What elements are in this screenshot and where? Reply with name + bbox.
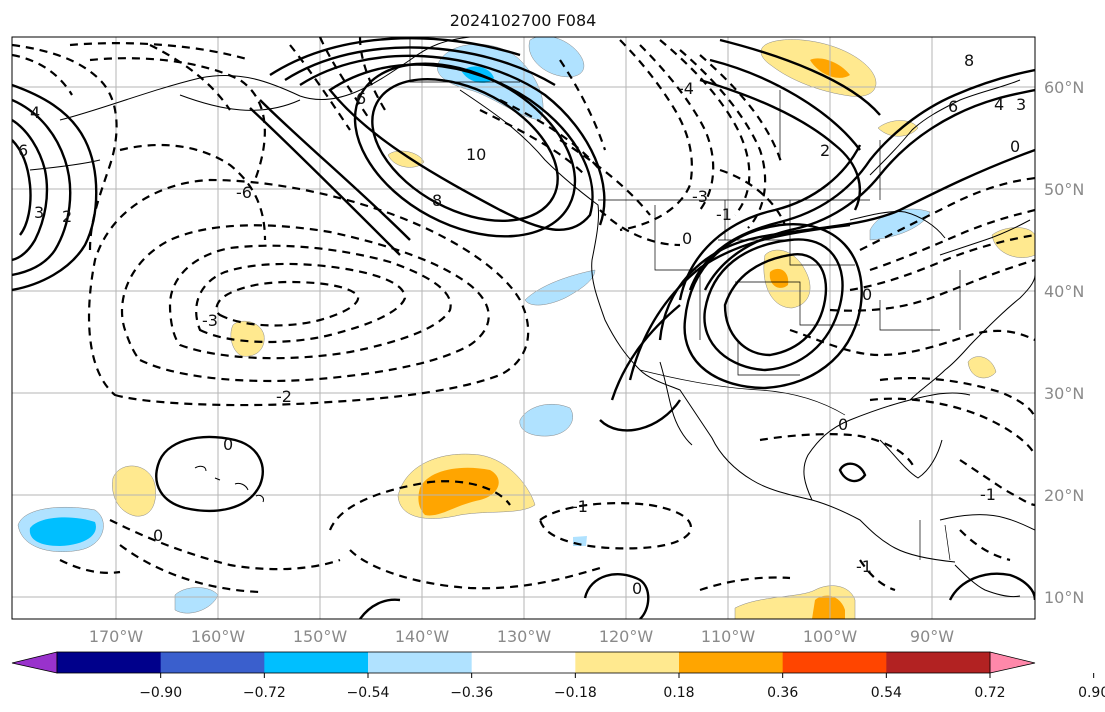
contour-label: 0 — [153, 526, 163, 545]
colorbar-extend-low — [11, 651, 58, 674]
contour-label: 0 — [682, 229, 692, 248]
colorbar-tick-label: −0.18 — [554, 685, 597, 701]
contour-label: -2 — [276, 387, 292, 406]
contour-label: 6 — [356, 89, 366, 108]
lat-label: 30°N — [1044, 384, 1084, 403]
colorbar-segment — [57, 652, 162, 673]
shade-yellow-newengland — [991, 227, 1035, 258]
colorbar-segment — [368, 652, 473, 673]
contour-label: 4 — [994, 95, 1004, 114]
contour-label: 6 — [948, 97, 958, 116]
shade-light-blue-wc — [524, 269, 596, 306]
lon-label: 150°W — [293, 627, 348, 646]
lon-label: 170°W — [89, 627, 144, 646]
colorbar-tick-label: 0.36 — [767, 685, 798, 701]
contour-label: 0 — [1010, 137, 1020, 156]
contour-label: -4 — [678, 79, 694, 98]
map-frame — [11, 36, 1036, 620]
colorbar-segment — [679, 652, 784, 673]
colorbar-segment — [264, 652, 369, 673]
contour-label: -1 — [572, 497, 588, 516]
colorbar-tick-label: 0.90 — [1078, 685, 1105, 701]
colorbar: −0.90 −0.72 −0.54 −0.36 −0.18 0.18 0.36 0.54 0.7… — [11, 651, 1105, 701]
contour-label: 3 — [1016, 95, 1026, 114]
colorbar-tick-label: −0.36 — [450, 685, 493, 701]
contour-label: 8 — [964, 51, 974, 70]
lon-label: 140°W — [395, 627, 450, 646]
shade-yellow-southeast — [967, 356, 997, 379]
shade-blue-west — [29, 517, 96, 546]
contour-labels: 0 0 0 0 0 0 0 -1 -1 -1 -1 -3 -3 3 2 -2 4… — [18, 51, 1026, 598]
lon-label: 110°W — [701, 627, 756, 646]
lat-label: 20°N — [1044, 486, 1084, 505]
contour-label: 0 — [862, 285, 872, 304]
shade-orange-south — [812, 595, 845, 619]
shade-yellow-pacific — [230, 320, 265, 357]
shade-yellow-hawaii-w — [112, 465, 156, 517]
coastlines — [29, 37, 1035, 598]
shade-yellow-ne-canada — [877, 120, 919, 137]
shade-light-blue-baja — [519, 404, 573, 437]
lat-label: 60°N — [1044, 78, 1084, 97]
lon-label: 120°W — [599, 627, 654, 646]
colorbar-tick-label: −0.90 — [139, 685, 182, 701]
colorbar-segment — [886, 652, 991, 673]
contour-label: 0 — [838, 415, 848, 434]
contour-label: -1 — [980, 485, 996, 504]
contour-label: 6 — [18, 141, 28, 160]
colorbar-tick-label: 0.18 — [663, 685, 694, 701]
contour-label: 4 — [30, 103, 40, 122]
colorbar-segment — [782, 652, 887, 673]
colorbar-tick-label: 0.72 — [974, 685, 1005, 701]
colorbar-tick-label: 0.54 — [871, 685, 902, 701]
contour-label: 8 — [432, 191, 442, 210]
shaded-anomalies — [17, 37, 1035, 619]
contour-label: -3 — [692, 187, 708, 206]
colorbar-extend-high — [989, 651, 1036, 674]
shade-light-blue-canada — [528, 37, 585, 78]
map-title: 2024102700 F084 — [450, 11, 597, 30]
contour-label: -3 — [202, 311, 218, 330]
lon-label: 90°W — [910, 627, 954, 646]
contour-label: 2 — [820, 141, 830, 160]
colorbar-segment — [575, 652, 680, 673]
longitude-labels: 170°W 160°W 150°W 140°W 130°W 120°W 110°… — [89, 627, 954, 646]
positive-contours — [12, 37, 1035, 619]
contour-label: 2 — [62, 207, 72, 226]
contour-label: 0 — [223, 435, 233, 454]
shade-orange-kansas — [769, 268, 789, 288]
colorbar-segment — [471, 652, 576, 673]
colorbar-segment — [160, 652, 265, 673]
contour-label: 0 — [632, 579, 642, 598]
lat-label: 10°N — [1044, 588, 1084, 607]
lon-label: 160°W — [191, 627, 246, 646]
negative-contours — [12, 37, 1035, 594]
contour-label: -6 — [236, 183, 252, 202]
contour-label: -1 — [856, 557, 872, 576]
lon-label: 100°W — [803, 627, 858, 646]
lon-label: 130°W — [497, 627, 552, 646]
colorbar-tick-label: −0.54 — [347, 685, 390, 701]
contour-label: 3 — [34, 203, 44, 222]
lat-label: 50°N — [1044, 180, 1084, 199]
contour-label: -1 — [716, 205, 732, 224]
contour-label: 10 — [466, 145, 486, 164]
colorbar-tick-label: −0.72 — [243, 685, 286, 701]
map-area: 0 0 0 0 0 0 0 -1 -1 -1 -1 -3 -3 3 2 -2 4… — [12, 37, 1035, 619]
shade-orange-subtrop — [418, 467, 499, 516]
latitude-labels: 60°N 50°N 40°N 30°N 20°N 10°N — [1044, 78, 1084, 607]
lat-label: 40°N — [1044, 282, 1084, 301]
